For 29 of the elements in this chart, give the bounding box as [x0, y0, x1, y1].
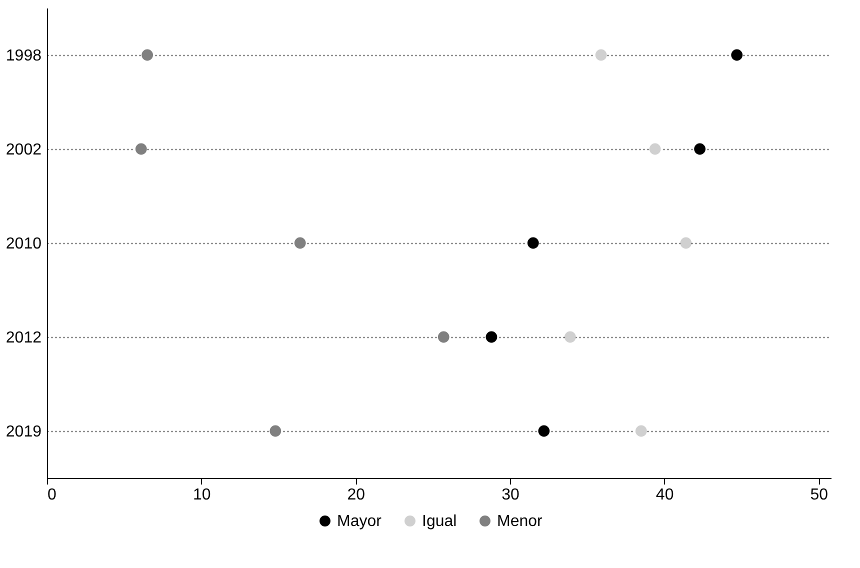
x-tick-label: 50: [810, 486, 828, 504]
y-tick-label: 2019: [6, 424, 42, 440]
point: [527, 237, 539, 249]
point: [694, 143, 706, 155]
x-tick-label: 30: [502, 486, 520, 504]
x-tick-label: 10: [192, 486, 211, 504]
point: [731, 49, 743, 61]
legend-label: Igual: [422, 513, 457, 530]
x-tick-label: 0: [48, 486, 56, 504]
x-tick-label: 20: [347, 486, 366, 504]
y-tick-label: 1998: [6, 48, 42, 64]
point: [564, 331, 576, 343]
y-tick-label: 2002: [6, 142, 42, 158]
point: [438, 331, 450, 343]
point: [635, 425, 647, 437]
legend-label: Mayor: [337, 513, 382, 530]
point: [538, 425, 550, 437]
point: [649, 143, 661, 155]
x-tick-label: 40: [656, 486, 674, 504]
point: [486, 331, 498, 343]
legend-label: Menor: [497, 513, 544, 530]
point: [294, 237, 306, 249]
point: [680, 237, 692, 249]
point: [270, 425, 282, 437]
y-tick-label: 2012: [6, 330, 42, 346]
point: [135, 143, 147, 155]
point: [595, 49, 607, 61]
y-tick-label: 2010: [6, 236, 42, 252]
point: [142, 49, 154, 61]
